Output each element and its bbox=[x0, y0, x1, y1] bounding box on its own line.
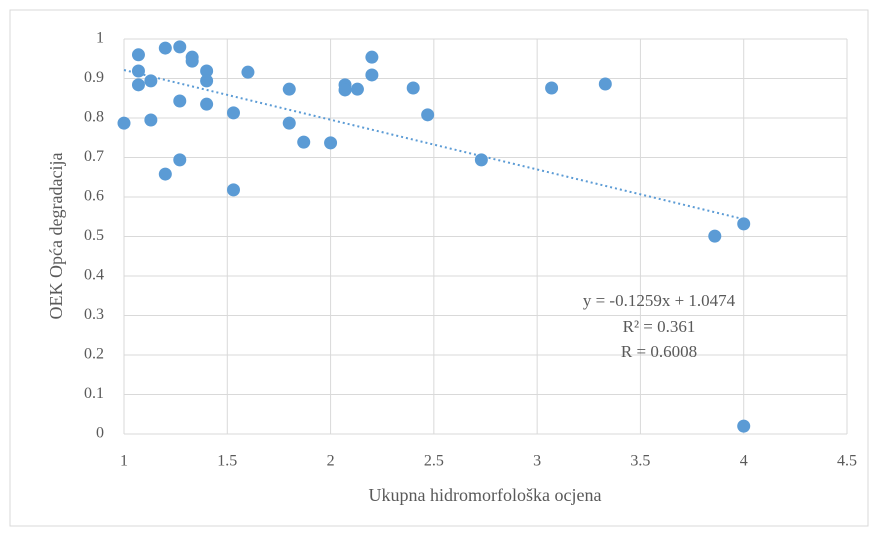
x-tick-label: 4.5 bbox=[837, 453, 857, 470]
point bbox=[200, 97, 214, 111]
point bbox=[406, 81, 420, 95]
trendline bbox=[123, 69, 744, 221]
point bbox=[144, 74, 158, 88]
point bbox=[297, 135, 311, 149]
annotation: R² = 0.361 bbox=[623, 317, 696, 336]
x-tick-label: 2 bbox=[327, 453, 335, 470]
point bbox=[173, 94, 187, 108]
y-tick-label: 1 bbox=[96, 30, 104, 47]
y-tick-label: 0.1 bbox=[84, 385, 104, 402]
point bbox=[421, 108, 435, 122]
y-tick-label: 0.2 bbox=[84, 346, 104, 363]
point bbox=[545, 81, 559, 95]
x-tick-label: 1.5 bbox=[217, 453, 237, 470]
x-axis-title: Ukupna hidromorfološka ocjena bbox=[369, 485, 602, 505]
x-tick-label: 1 bbox=[120, 453, 128, 470]
point bbox=[185, 54, 199, 68]
point bbox=[365, 68, 379, 82]
point bbox=[144, 113, 158, 127]
chart-frame bbox=[9, 9, 869, 527]
point bbox=[200, 74, 214, 88]
point bbox=[173, 40, 187, 54]
point bbox=[131, 64, 145, 78]
point bbox=[173, 153, 187, 167]
point bbox=[226, 183, 240, 197]
y-tick-label: 0 bbox=[96, 425, 104, 442]
point bbox=[737, 419, 751, 433]
point bbox=[737, 217, 751, 231]
point bbox=[598, 77, 612, 91]
annotation: R = 0.6008 bbox=[621, 342, 697, 361]
point bbox=[282, 116, 296, 130]
y-tick-label: 0.9 bbox=[84, 69, 104, 86]
point bbox=[158, 167, 172, 181]
y-tick-label: 0.6 bbox=[84, 188, 104, 205]
x-tick-label: 2.5 bbox=[424, 453, 444, 470]
point bbox=[474, 153, 488, 167]
point bbox=[282, 82, 296, 96]
x-tick-label: 4 bbox=[740, 453, 748, 470]
y-axis-title: OEK Opća degradacija bbox=[46, 153, 66, 320]
y-tick-label: 0.3 bbox=[84, 306, 104, 323]
x-tick-label: 3 bbox=[533, 453, 541, 470]
point bbox=[200, 64, 214, 78]
point bbox=[708, 229, 722, 243]
y-tick-label: 0.4 bbox=[84, 267, 104, 284]
point bbox=[158, 41, 172, 55]
point bbox=[338, 83, 352, 97]
point bbox=[324, 136, 338, 150]
point bbox=[131, 48, 145, 62]
y-tick-label: 0.7 bbox=[84, 148, 104, 165]
y-tick-label: 0.5 bbox=[84, 227, 104, 244]
point bbox=[131, 78, 145, 92]
annotation: y = -0.1259x + 1.0474 bbox=[583, 291, 736, 310]
point bbox=[241, 65, 255, 79]
point bbox=[117, 116, 131, 130]
point bbox=[350, 82, 364, 96]
point bbox=[226, 106, 240, 120]
y-tick-label: 0.8 bbox=[84, 109, 104, 126]
x-tick-label: 3.5 bbox=[630, 453, 650, 470]
point bbox=[365, 50, 379, 64]
